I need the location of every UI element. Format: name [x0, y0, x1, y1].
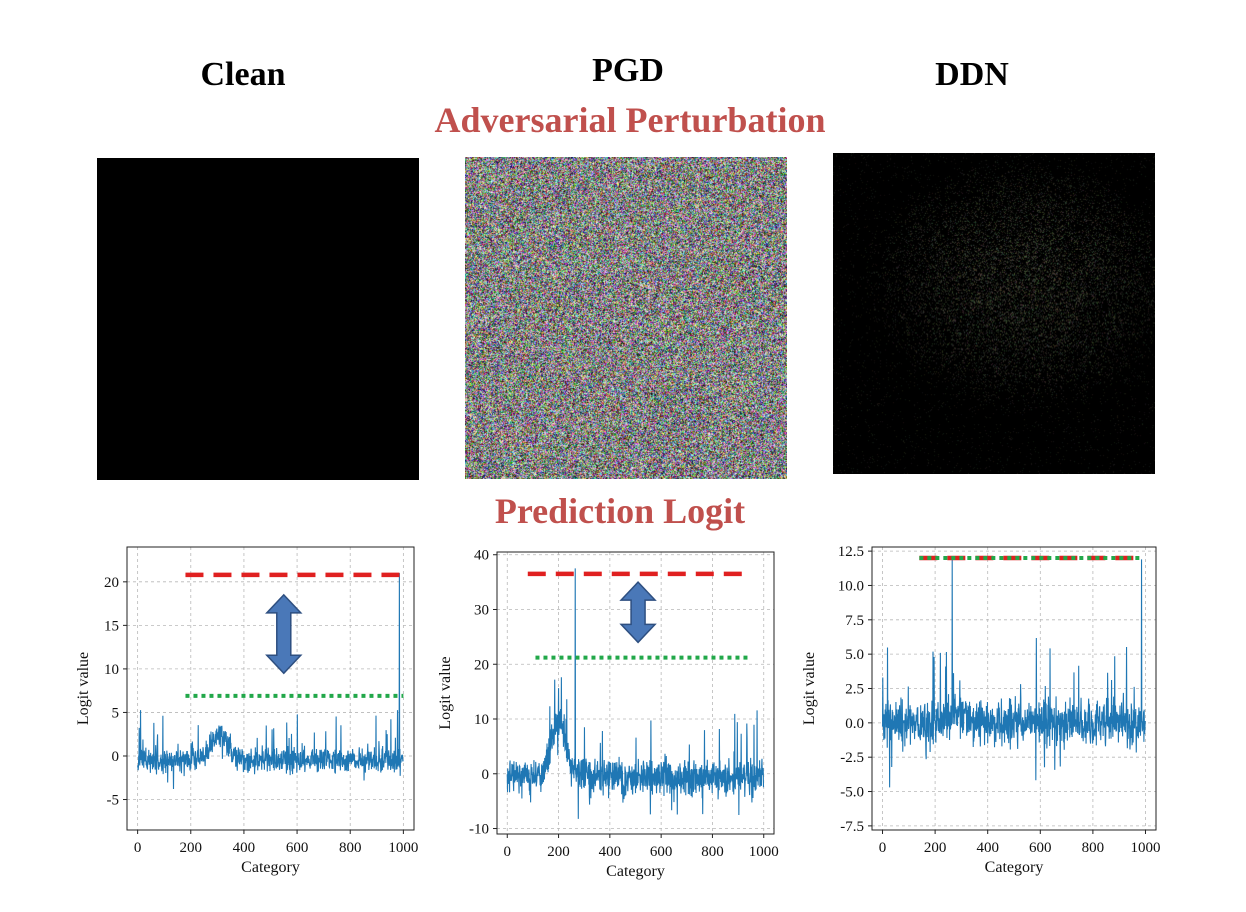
y-tick-label: 2.5	[845, 682, 864, 698]
x-tick-label: 0	[504, 844, 512, 860]
logit-series-line	[881, 559, 1146, 788]
y-tick-label: -5.0	[840, 785, 864, 801]
x-tick-label: 0	[879, 840, 887, 856]
y-tick-label: 5.0	[845, 647, 864, 663]
x-tick-label: 400	[233, 840, 256, 856]
y-axis-label: Logit value	[437, 656, 454, 729]
y-tick-label: 0.0	[845, 716, 864, 732]
x-tick-label: 1000	[388, 840, 418, 856]
section-title-logit: Prediction Logit	[494, 491, 746, 531]
column-title-pgd: PGD	[592, 52, 664, 89]
y-tick-label: 10.0	[838, 578, 864, 594]
chart-ddn: 0 200 400 600 800 1000 -7.5 -5.0 -2.5 0.0 2.5 5.0 7.…	[801, 544, 1160, 876]
section-title-perturbation: Adversarial Perturbation	[434, 100, 826, 140]
y-tick-label: 40	[474, 548, 489, 564]
x-tick-label: 600	[650, 844, 673, 860]
x-tick-label: 600	[286, 840, 309, 856]
chart-pgd: 0 200 400 600 800 1000 -10 0 10 20 30 40 Category Log…	[437, 548, 779, 880]
x-tick-label: 400	[976, 840, 999, 856]
y-tick-label: 20	[104, 575, 119, 591]
x-tick-label: 800	[1082, 840, 1105, 856]
x-tick-label: 600	[1029, 840, 1052, 856]
x-tick-label: 800	[339, 840, 362, 856]
y-tick-label: 10	[474, 712, 489, 728]
y-tick-label: -10	[469, 822, 489, 838]
x-tick-label: 400	[599, 844, 622, 860]
logit-series-line	[137, 573, 404, 789]
x-tick-label: 200	[924, 840, 947, 856]
plot-frame	[126, 546, 415, 831]
y-axis-label: Logit value	[75, 652, 92, 725]
x-tick-label: 1000	[1130, 840, 1160, 856]
y-tick-label: -5	[107, 793, 120, 809]
x-axis-label: Category	[606, 863, 665, 880]
y-tick-label: -7.5	[840, 819, 864, 835]
y-tick-label: 5	[112, 705, 120, 721]
plot-frame	[496, 551, 775, 835]
x-axis-label: Category	[985, 859, 1044, 876]
y-tick-label: -2.5	[840, 750, 864, 766]
x-tick-label: 800	[701, 844, 724, 860]
column-title-clean: Clean	[200, 56, 286, 93]
y-tick-label: 15	[104, 618, 119, 634]
column-title-ddn: DDN	[935, 56, 1009, 93]
ddn-perturbation-image	[833, 153, 1155, 474]
chart-clean: 0 200 400 600 800 1000 -5 0 5 10 15 20 Category Logit…	[75, 546, 418, 876]
clean-perturbation-image	[97, 158, 419, 480]
logit-series-line	[506, 568, 765, 819]
x-tick-label: 0	[134, 840, 142, 856]
y-tick-label: 0	[482, 767, 490, 783]
gap-arrow-icon	[619, 581, 657, 644]
gap-arrow-icon	[265, 593, 303, 675]
y-tick-label: 0	[112, 749, 120, 765]
x-tick-label: 200	[180, 840, 203, 856]
y-tick-label: 7.5	[845, 613, 864, 629]
y-tick-label: 10	[104, 662, 119, 678]
x-tick-label: 200	[547, 844, 570, 860]
x-axis-label: Category	[241, 859, 300, 876]
y-tick-label: 20	[474, 657, 489, 673]
x-tick-label: 1000	[749, 844, 779, 860]
y-axis-label: Logit value	[801, 652, 818, 725]
y-tick-label: 30	[474, 602, 489, 618]
y-tick-label: 12.5	[838, 544, 864, 560]
pgd-perturbation-image	[465, 157, 787, 479]
